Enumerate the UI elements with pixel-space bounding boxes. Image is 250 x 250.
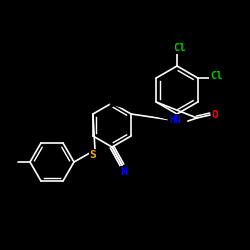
Text: HN: HN: [169, 115, 181, 125]
Text: O: O: [212, 110, 218, 120]
Text: S: S: [90, 150, 96, 160]
Text: Cl: Cl: [210, 71, 223, 81]
Text: N: N: [120, 167, 128, 177]
Text: Cl: Cl: [173, 43, 185, 53]
